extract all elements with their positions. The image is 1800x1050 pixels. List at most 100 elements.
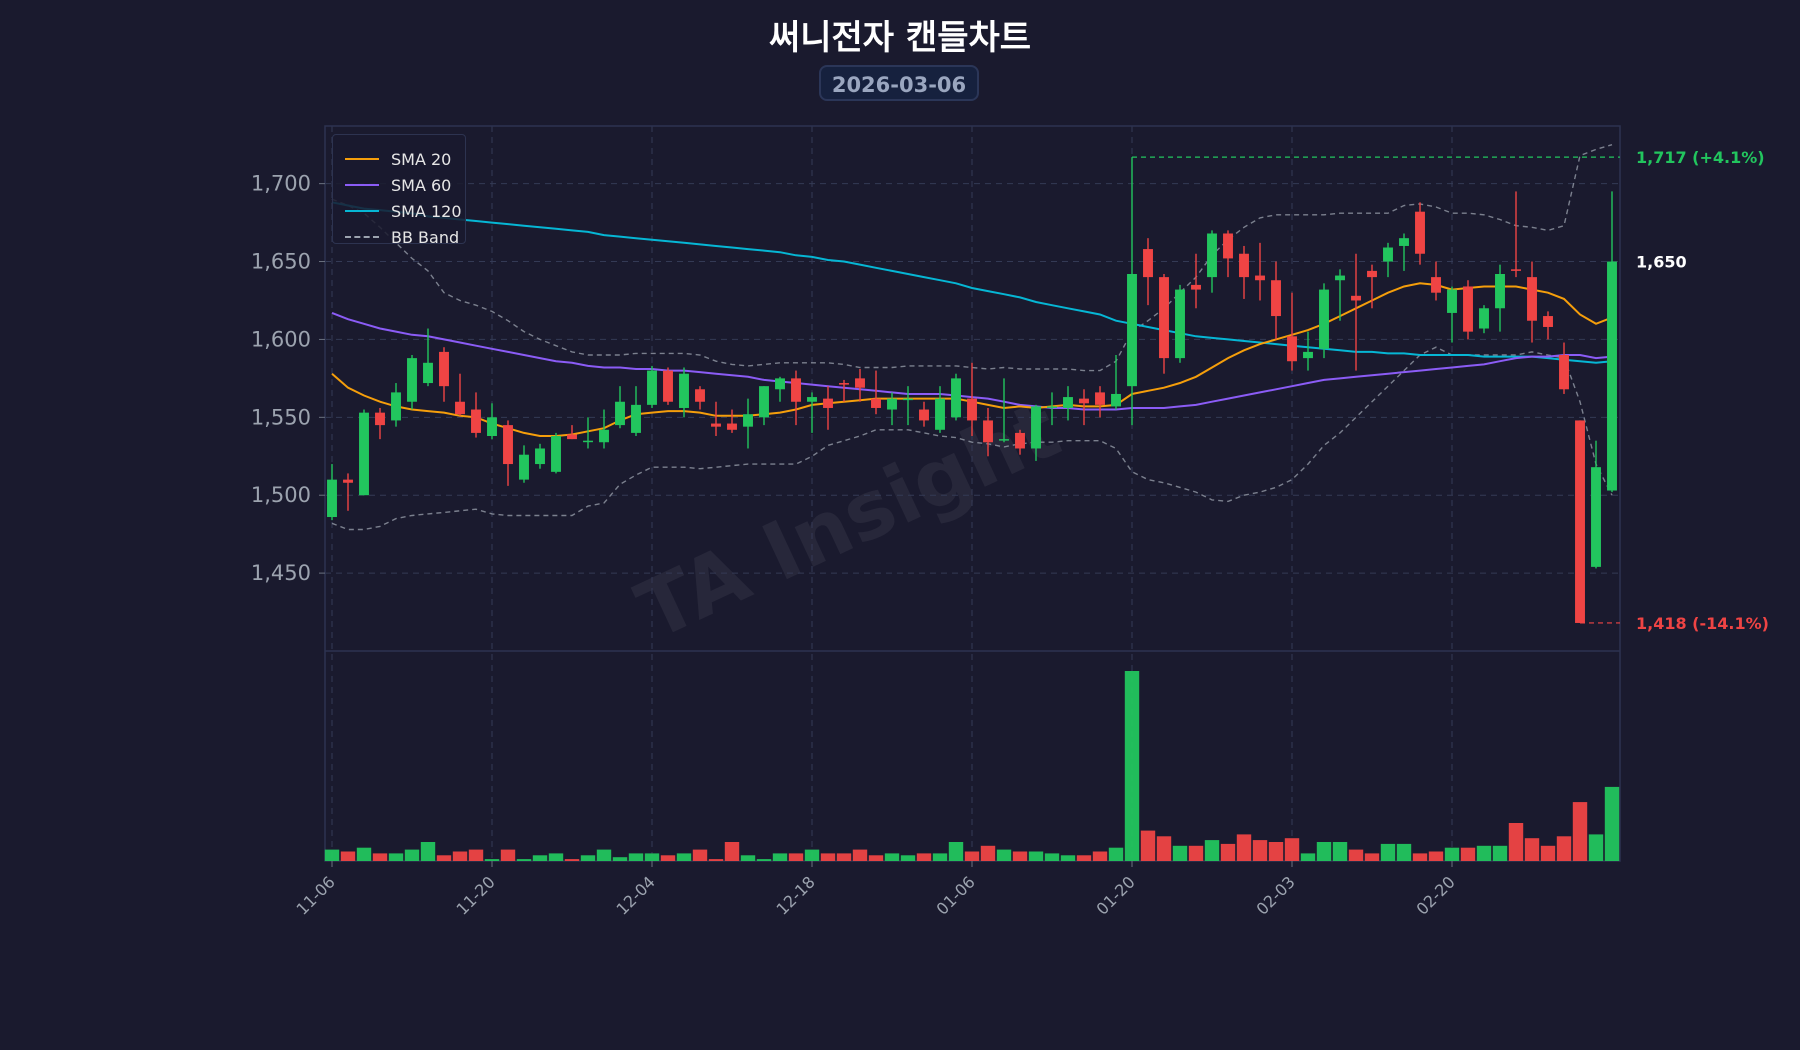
bb-lower-line <box>331 346 1613 531</box>
volume-bar <box>452 851 468 861</box>
volume-bar <box>388 853 404 861</box>
candle-body <box>391 392 401 421</box>
candle-body <box>1351 295 1361 301</box>
candle-body <box>935 398 945 430</box>
sma120-line <box>331 201 1613 364</box>
candle-body <box>711 423 721 427</box>
volume-bar <box>804 849 820 861</box>
volume-bar <box>564 859 580 861</box>
volume-bar <box>740 855 756 861</box>
candle-body <box>887 398 897 410</box>
legend-label-bb: BB Band <box>391 227 460 247</box>
candle-body <box>1127 273 1137 387</box>
volume-bar <box>980 845 996 861</box>
volume-bar <box>532 855 548 861</box>
volume-bar <box>1364 853 1380 861</box>
volume-bar <box>516 859 532 861</box>
candle-body <box>759 386 769 418</box>
volume-bar <box>836 853 852 861</box>
volume-bar <box>1060 855 1076 861</box>
legend-item-sma20: SMA 20 <box>345 148 451 170</box>
candle-body <box>1607 261 1617 491</box>
volume-bar <box>1172 845 1188 861</box>
candle-body <box>1271 280 1281 317</box>
volume-bar <box>1412 853 1428 861</box>
volume-bar <box>580 855 596 861</box>
candle-body <box>775 378 785 390</box>
candle-body <box>1543 316 1553 327</box>
candle-body <box>903 398 913 401</box>
candle-body <box>871 398 881 408</box>
low-price-label: 1,418 (-14.1%) <box>1636 614 1769 633</box>
x-tick-label: 12-04 <box>613 872 659 918</box>
candle-body <box>1415 211 1425 254</box>
date-badge: 2026-03-06 <box>819 65 979 101</box>
candle-body <box>423 362 433 384</box>
volume-bar <box>868 855 884 861</box>
candle-body <box>407 358 417 402</box>
watermark: TA Insight <box>624 382 1073 657</box>
volume-bar <box>964 851 980 861</box>
x-tick-label: 12-18 <box>773 872 819 918</box>
candle-body <box>791 378 801 402</box>
volume-bar <box>1140 830 1156 861</box>
candle-body <box>343 479 353 483</box>
grid <box>325 126 1620 861</box>
volume-bar <box>1268 842 1284 861</box>
candle-body <box>631 404 641 433</box>
candle-body <box>1175 289 1185 359</box>
candle-body <box>551 436 561 472</box>
candle-body <box>1111 393 1121 407</box>
volume-bar <box>1108 847 1124 861</box>
candle-body <box>695 389 705 402</box>
volume-bar <box>468 849 484 861</box>
candle-body <box>1223 233 1233 259</box>
volume-bar <box>340 851 356 861</box>
volume-bar <box>324 849 340 861</box>
candle-body <box>1047 406 1057 408</box>
candle-body <box>599 429 609 443</box>
candle-body <box>1591 467 1601 567</box>
candle-body <box>1207 233 1217 278</box>
volume-bar <box>1220 843 1236 861</box>
legend-item-sma120: SMA 120 <box>345 200 462 222</box>
y-tick-label: 1,600 <box>251 327 311 351</box>
volume-bar <box>356 847 372 861</box>
legend-label-sma60: SMA 60 <box>391 175 452 195</box>
volume-bar <box>1236 834 1252 861</box>
candle-body <box>567 434 577 440</box>
x-tick-label: 11-06 <box>293 872 339 918</box>
candle-body <box>1511 269 1521 271</box>
volume-bar <box>708 859 724 861</box>
volume-bar <box>1028 851 1044 861</box>
legend-label-sma120: SMA 120 <box>391 201 462 221</box>
volume-bar <box>820 853 836 861</box>
bb-upper-line <box>331 144 1613 372</box>
candle-body <box>519 454 529 480</box>
x-tick-label: 02-03 <box>1253 872 1299 918</box>
candle-body <box>1287 336 1297 362</box>
candle-body <box>1399 238 1409 246</box>
volume-bar <box>1508 823 1524 861</box>
candle-body <box>1447 289 1457 313</box>
volume-bar <box>1380 843 1396 861</box>
candle-body <box>327 479 337 518</box>
volume-bar <box>1348 849 1364 861</box>
volume-bar <box>628 853 644 861</box>
x-tick-label: 01-06 <box>933 872 979 918</box>
volume-bar <box>884 853 900 861</box>
legend-item-sma60: SMA 60 <box>345 174 451 196</box>
volume-bars <box>324 671 1620 861</box>
candle-body <box>471 409 481 433</box>
volume-bar <box>660 855 676 861</box>
volume-bar <box>1188 845 1204 861</box>
candle-body <box>1143 249 1153 278</box>
y-tick-label: 1,650 <box>251 250 311 274</box>
candle-body <box>839 383 849 385</box>
x-tick-label: 02-20 <box>1413 872 1459 918</box>
volume-bar <box>1588 834 1604 861</box>
volume-bar <box>1252 840 1268 861</box>
volume-bar <box>484 859 500 861</box>
candles <box>327 157 1617 623</box>
volume-bar <box>1156 836 1172 861</box>
